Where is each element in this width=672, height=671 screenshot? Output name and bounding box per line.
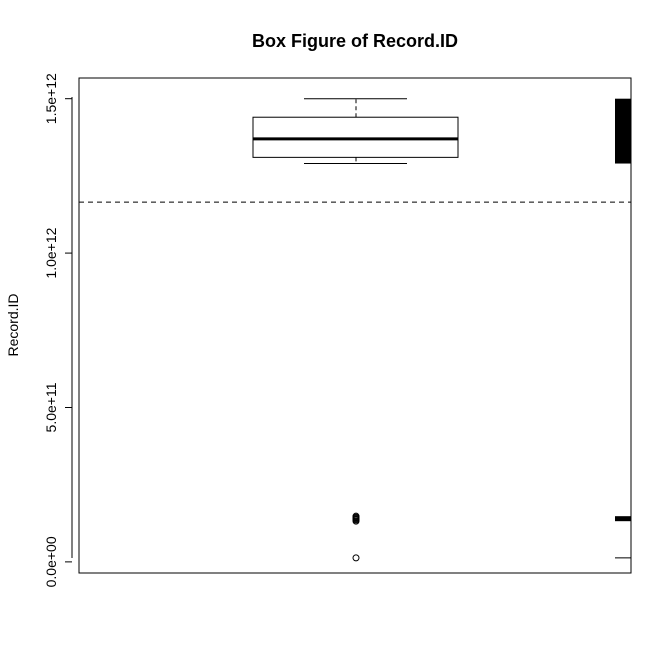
box [252, 98, 459, 165]
plot-frame [78, 77, 632, 574]
rug-marks [615, 98, 631, 559]
box-iqr [252, 116, 459, 158]
y-axis-ticks: 0.0e+00 5.0e+11 1.0e+12 1.5e+12 [43, 73, 72, 587]
rug-segment [615, 98, 631, 164]
chart-title: Box Figure of Record.ID [252, 31, 458, 51]
rug-segment [615, 516, 631, 522]
y-axis-label: Record.ID [5, 293, 21, 356]
y-tick-label: 0.0e+00 [43, 536, 59, 587]
y-tick-label: 1.0e+12 [43, 227, 59, 278]
y-tick-label: 1.5e+12 [43, 73, 59, 124]
outliers [352, 512, 360, 562]
outlier-point [352, 512, 360, 520]
outlier-point [352, 554, 360, 562]
y-tick-label: 5.0e+11 [43, 382, 59, 432]
